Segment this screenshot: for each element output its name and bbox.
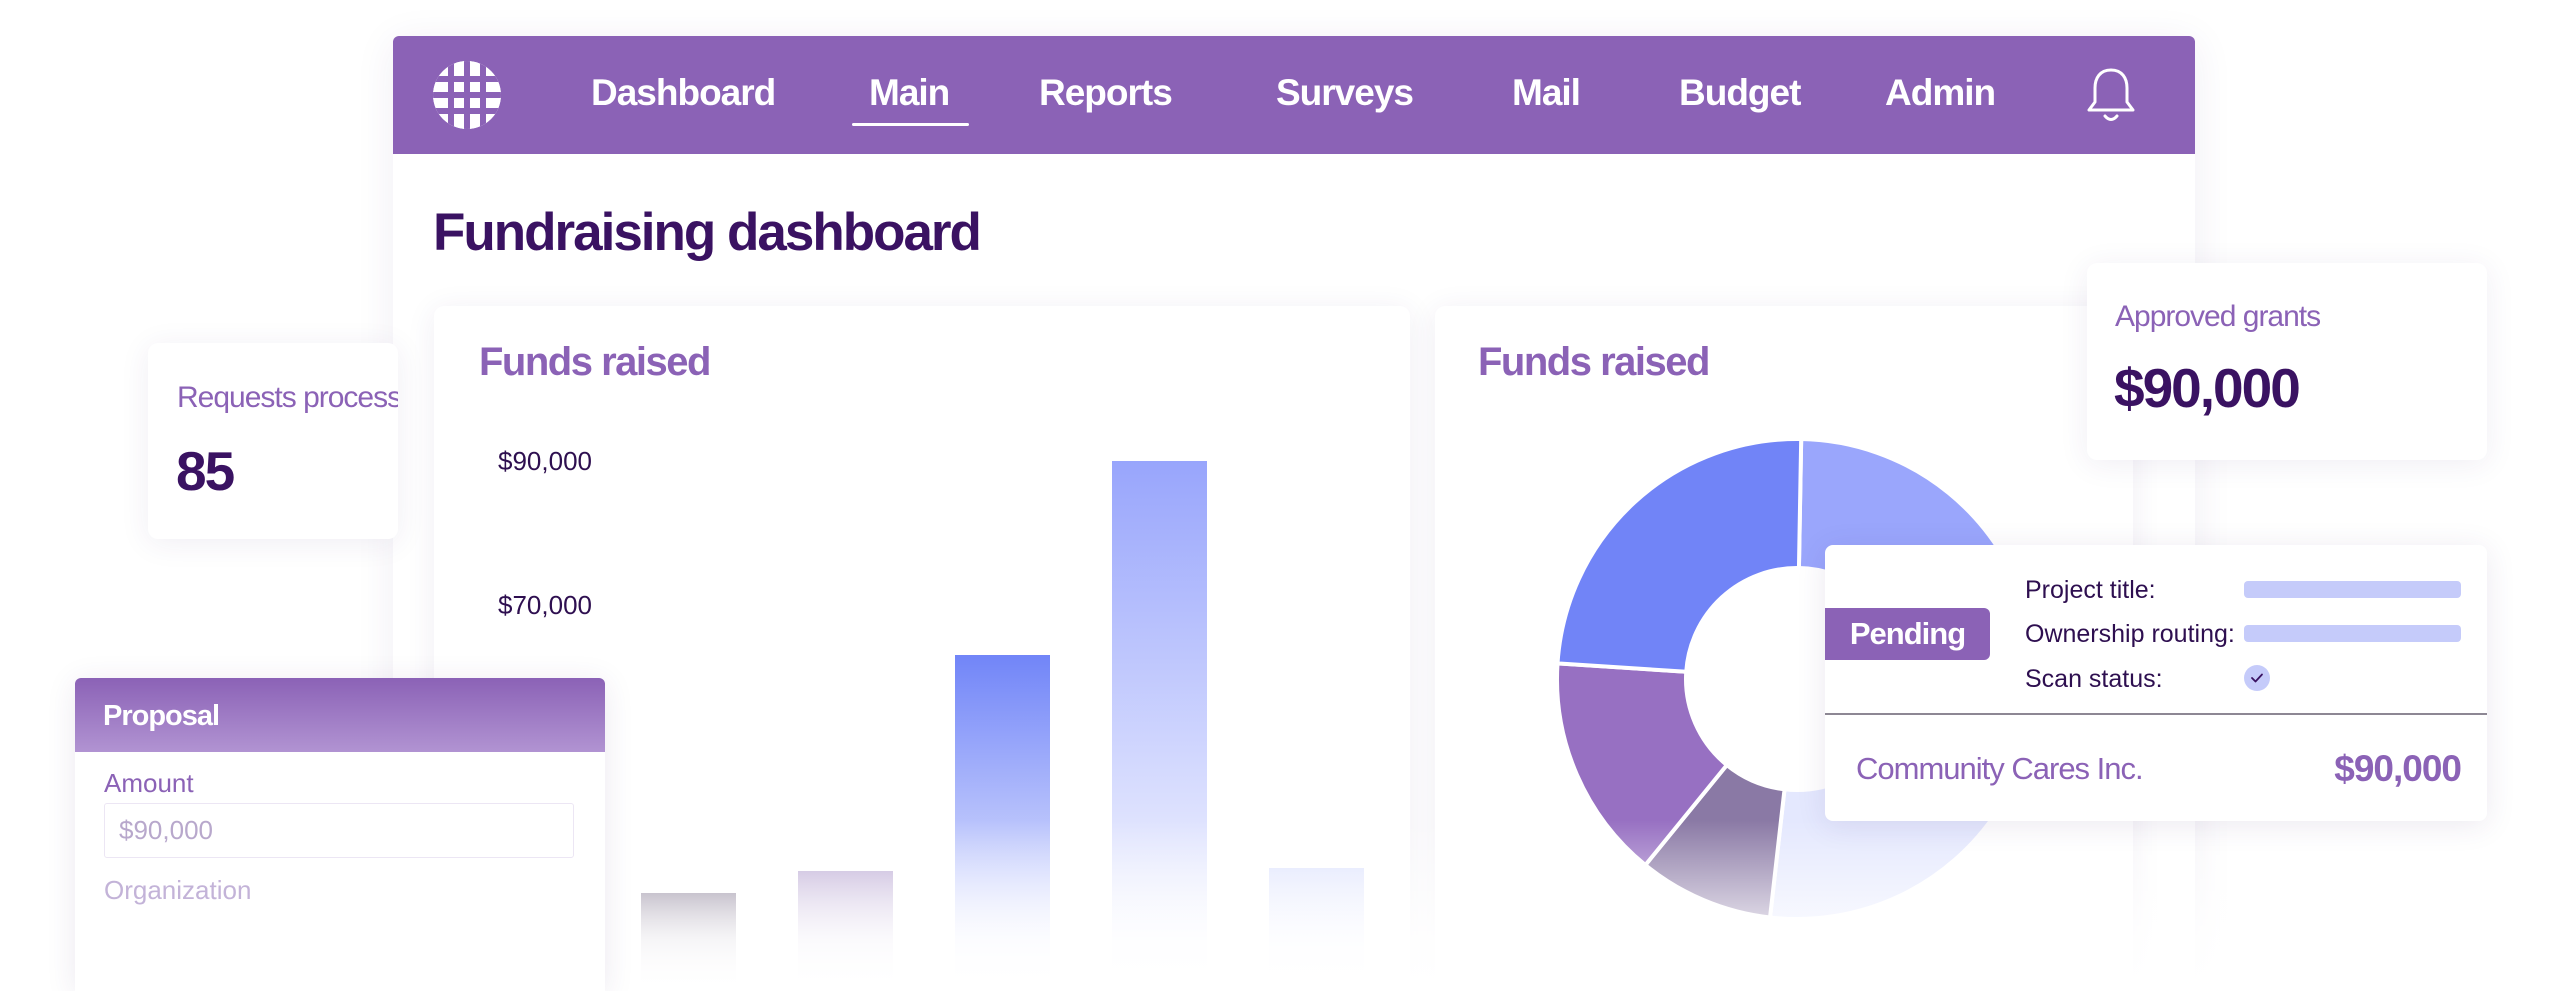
- bell-icon[interactable]: [2086, 66, 2136, 126]
- pie-slice: [1555, 661, 1730, 868]
- y-tick-label: $90,000: [498, 446, 592, 476]
- bar-card-title: Funds raised: [479, 340, 711, 384]
- nav-admin[interactable]: Admin: [1885, 72, 1996, 113]
- ownership-routing-label: Ownership routing:: [2025, 620, 2235, 648]
- nav-reports[interactable]: Reports: [1039, 72, 1173, 113]
- organization-label: Organization: [104, 875, 252, 905]
- requests-processed-card: Requests processed 85: [148, 343, 398, 539]
- nav-mail[interactable]: Mail: [1512, 72, 1581, 113]
- grant-detail-card: Pending Project title: Ownership routing…: [1825, 545, 2487, 821]
- page-title: Fundraising dashboard: [433, 203, 982, 262]
- bar: [641, 893, 736, 991]
- project-title-placeholder-bar: [2244, 581, 2461, 598]
- requests-processed-label: Requests processed: [177, 381, 398, 414]
- status-badge: Pending: [1825, 608, 1990, 660]
- active-nav-underline: [852, 123, 969, 126]
- y-tick-label: $70,000: [498, 590, 592, 620]
- divider: [1825, 713, 2487, 715]
- top-navbar: Dashboard Main Reports Surveys Mail Budg…: [393, 36, 2195, 154]
- globe-logo-icon[interactable]: [433, 61, 501, 129]
- pie-slice: [1555, 437, 1804, 674]
- scan-status-label: Scan status:: [2025, 665, 2163, 693]
- approved-grants-card: Approved grants $90,000: [2087, 263, 2487, 460]
- proposal-form: Proposal Amount Organization: [75, 678, 605, 991]
- bar: [1112, 461, 1207, 991]
- grant-amount: $90,000: [2334, 748, 2462, 789]
- check-icon: [2244, 665, 2270, 691]
- approved-grants-value: $90,000: [2114, 357, 2301, 419]
- nav-main[interactable]: Main: [869, 72, 950, 113]
- requests-processed-value: 85: [176, 440, 235, 502]
- ownership-routing-placeholder-bar: [2244, 625, 2461, 642]
- approved-grants-label: Approved grants: [2115, 300, 2321, 333]
- nav-surveys[interactable]: Surveys: [1276, 72, 1414, 113]
- organization-name: Community Cares Inc.: [1856, 751, 2144, 786]
- bar: [955, 655, 1050, 991]
- nav-budget[interactable]: Budget: [1679, 72, 1801, 113]
- proposal-title: Proposal: [103, 700, 220, 732]
- bar: [798, 871, 893, 991]
- amount-label: Amount: [104, 768, 194, 798]
- bar: [1269, 867, 1364, 991]
- proposal-header: Proposal: [75, 678, 605, 752]
- project-title-label: Project title:: [2025, 576, 2156, 604]
- nav-dashboard[interactable]: Dashboard: [591, 72, 776, 113]
- amount-field[interactable]: [104, 803, 574, 858]
- pie-card-title: Funds raised: [1478, 340, 1710, 384]
